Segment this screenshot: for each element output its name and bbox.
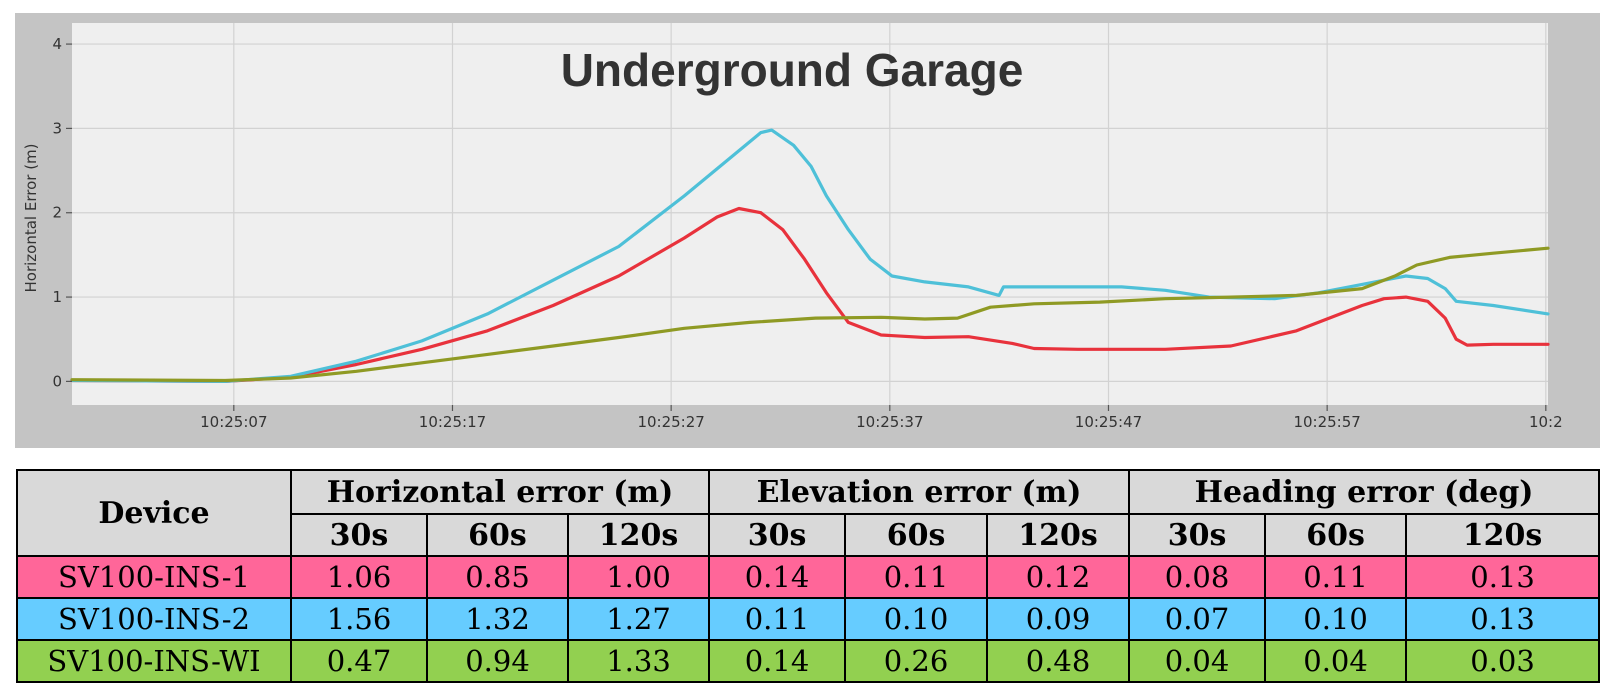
value-cell: 1.27 — [566, 597, 711, 641]
value-cell: 0.14 — [708, 639, 847, 683]
value-cell: 1.32 — [426, 597, 569, 641]
group-header-horizontal: Horizontal error (m) — [289, 469, 711, 515]
group-header-heading: Heading error (deg) — [1128, 469, 1601, 515]
value-cell: 0.03 — [1405, 639, 1601, 683]
value-cell: 0.08 — [1128, 555, 1267, 599]
x-tick-label: 10:25:27 — [637, 413, 704, 431]
device-cell: SV100-INS-2 — [16, 597, 292, 641]
x-tick-label: 10:2 — [1529, 413, 1563, 431]
chart-svg: 0 1 2 3 4 10:25:07 10:25:17 10:25:27 10:25:37 10:… — [15, 13, 1600, 448]
value-cell: 0.26 — [844, 639, 989, 683]
ticks: 0 1 2 3 4 10:25:07 10:25:17 10:25:27 10:25:37 10:… — [52, 35, 1562, 431]
plot-area — [72, 23, 1548, 405]
value-cell: 0.85 — [426, 555, 569, 599]
value-cell: 0.11 — [1264, 555, 1408, 599]
value-cell: 0.13 — [1405, 555, 1601, 599]
horizontal-error-chart: 0 1 2 3 4 10:25:07 10:25:17 10:25:27 10:25:37 10:… — [15, 13, 1600, 448]
value-cell: 0.10 — [1264, 597, 1408, 641]
y-axis-label: Horizontal Error (m) — [22, 143, 40, 292]
y-tick-label: 1 — [52, 288, 62, 306]
sub-header: 120s — [1405, 513, 1601, 557]
error-table-wrap: Device Horizontal error (m) Elevation er… — [16, 469, 1601, 683]
device-cell: SV100-INS-WI — [16, 639, 292, 683]
x-tick-label: 10:25:47 — [1075, 413, 1142, 431]
sub-header: 60s — [426, 513, 569, 557]
sub-header: 30s — [1128, 513, 1267, 557]
value-cell: 1.00 — [566, 555, 711, 599]
value-cell: 1.56 — [290, 597, 428, 641]
value-cell: 1.33 — [566, 639, 711, 683]
value-cell: 0.10 — [844, 597, 989, 641]
x-tick-label: 10:25:07 — [200, 413, 267, 431]
value-cell: 0.11 — [708, 597, 847, 641]
value-cell: 0.47 — [290, 639, 428, 683]
sub-header: 30s — [708, 513, 847, 557]
sub-header: 30s — [290, 513, 428, 557]
device-header: Device — [16, 469, 292, 557]
y-tick-label: 3 — [52, 119, 62, 137]
group-header-elevation: Elevation error (m) — [708, 469, 1131, 515]
sub-header: 60s — [1264, 513, 1408, 557]
x-tick-label: 10:25:17 — [419, 413, 486, 431]
y-tick-label: 0 — [52, 372, 62, 390]
value-cell: 0.09 — [986, 597, 1131, 641]
y-tick-label: 2 — [52, 204, 62, 222]
sub-header: 120s — [986, 513, 1131, 557]
value-cell: 0.07 — [1128, 597, 1267, 641]
grid — [72, 23, 1548, 405]
table-row: SV100-INS-1 1.06 0.85 1.00 0.14 0.11 0.1… — [16, 555, 1601, 599]
value-cell: 0.13 — [1405, 597, 1601, 641]
value-cell: 0.14 — [708, 555, 847, 599]
value-cell: 0.04 — [1264, 639, 1408, 683]
value-cell: 0.94 — [426, 639, 569, 683]
table-row: SV100-INS-2 1.56 1.32 1.27 0.11 0.10 0.0… — [16, 597, 1601, 641]
series-line-0 — [70, 206, 1550, 383]
value-cell: 1.06 — [290, 555, 428, 599]
x-tick-label: 10:25:57 — [1293, 413, 1360, 431]
sub-header: 120s — [566, 513, 711, 557]
chart-title: Underground Garage — [561, 44, 1024, 96]
table-row: SV100-INS-WI 0.47 0.94 1.33 0.14 0.26 0.… — [16, 639, 1601, 683]
value-cell: 0.11 — [844, 555, 989, 599]
device-cell: SV100-INS-1 — [16, 555, 292, 599]
value-cell: 0.12 — [986, 555, 1131, 599]
value-cell: 0.48 — [986, 639, 1131, 683]
error-table: Device Horizontal error (m) Elevation er… — [16, 469, 1601, 683]
value-cell: 0.04 — [1128, 639, 1267, 683]
x-tick-label: 10:25:37 — [856, 413, 923, 431]
series-line-2 — [70, 246, 1550, 383]
series-layer — [70, 128, 1550, 383]
y-tick-label: 4 — [52, 35, 62, 53]
sub-header: 60s — [844, 513, 989, 557]
